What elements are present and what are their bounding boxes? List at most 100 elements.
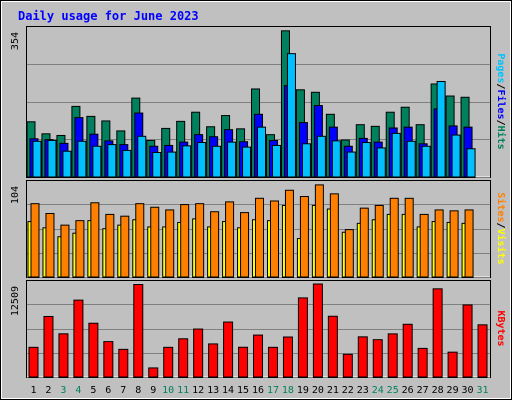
kbytes-bar bbox=[282, 336, 293, 378]
legend-3: KBytes bbox=[495, 310, 506, 346]
day-tick-label: 8 bbox=[135, 385, 141, 396]
y-max-label-2: 104 bbox=[10, 186, 21, 204]
day-tick-label: 11 bbox=[177, 385, 189, 396]
legend-2: Sites/Visits bbox=[495, 192, 507, 264]
sites-bar bbox=[434, 209, 444, 278]
pages-bar bbox=[286, 53, 296, 178]
sites-bar bbox=[359, 207, 369, 278]
sites-bar bbox=[389, 197, 399, 278]
kbytes-bar bbox=[118, 348, 129, 378]
sites-bar bbox=[344, 229, 354, 278]
kbytes-bar bbox=[402, 323, 413, 378]
kbytes-bar bbox=[267, 346, 278, 378]
sites-bar bbox=[240, 212, 250, 278]
sites-bar bbox=[419, 213, 429, 278]
day-tick-label: 17 bbox=[267, 385, 279, 396]
day-tick-label: 6 bbox=[105, 385, 111, 396]
sites-bar bbox=[60, 224, 70, 278]
kbytes-bar bbox=[133, 284, 144, 378]
kbytes-bar bbox=[238, 346, 249, 378]
kbytes-bar bbox=[43, 315, 54, 378]
sites-bar bbox=[225, 201, 235, 278]
pages-bar bbox=[152, 152, 162, 178]
kbytes-bar bbox=[462, 304, 473, 378]
day-tick-label: 9 bbox=[150, 385, 156, 396]
pages-bar bbox=[301, 143, 311, 178]
kbytes-bar bbox=[327, 315, 338, 378]
kbytes-bar bbox=[357, 336, 368, 378]
sites-bar bbox=[314, 184, 324, 278]
pages-bar bbox=[122, 149, 132, 178]
day-tick-label: 25 bbox=[387, 385, 399, 396]
kbytes-bar bbox=[148, 367, 159, 378]
day-tick-label: 20 bbox=[312, 385, 324, 396]
sites-bar bbox=[210, 211, 220, 278]
kbytes-bar bbox=[387, 333, 398, 378]
sites-bar bbox=[299, 196, 309, 278]
sites-bar bbox=[464, 209, 474, 278]
day-tick-label: 13 bbox=[207, 385, 219, 396]
kbytes-bar bbox=[342, 353, 353, 378]
kbytes-bar bbox=[163, 346, 174, 378]
legend-visits: Visits bbox=[495, 229, 507, 265]
day-tick-label: 15 bbox=[237, 385, 249, 396]
sites-bar bbox=[195, 203, 205, 278]
sites-bar bbox=[135, 203, 145, 278]
legend-files: Files bbox=[495, 89, 507, 119]
legend-hits: Hits bbox=[495, 126, 507, 150]
kbytes-bar bbox=[28, 346, 39, 378]
sites-bar bbox=[120, 215, 130, 278]
day-tick-label: 30 bbox=[462, 385, 474, 396]
pages-bar bbox=[421, 145, 431, 178]
kbytes-bar bbox=[223, 321, 234, 378]
kbytes-bar bbox=[417, 347, 428, 378]
pages-bar bbox=[451, 134, 461, 178]
sites-bar bbox=[284, 189, 294, 278]
pages-bar bbox=[32, 140, 42, 178]
chart-title: Daily usage for June 2023 bbox=[18, 9, 199, 23]
legend-sep: / bbox=[495, 222, 506, 228]
sites-bar bbox=[329, 193, 339, 278]
day-tick-label: 7 bbox=[120, 385, 126, 396]
kbytes-bar bbox=[73, 299, 84, 378]
pages-bar bbox=[62, 150, 72, 178]
day-tick-label: 21 bbox=[327, 385, 339, 396]
sites-bar bbox=[105, 213, 115, 278]
sites-bar bbox=[75, 220, 85, 278]
day-tick-label: 31 bbox=[476, 385, 488, 396]
legend-sep: / bbox=[495, 83, 506, 89]
kbytes-bar bbox=[312, 283, 323, 378]
kbytes-bar bbox=[253, 334, 264, 378]
pages-bar bbox=[406, 140, 416, 178]
day-tick-label: 23 bbox=[357, 385, 369, 396]
legend-1: Pages/Files/Hits bbox=[495, 53, 507, 149]
day-tick-label: 4 bbox=[75, 385, 81, 396]
kbytes-bar bbox=[178, 338, 189, 378]
day-tick-label: 16 bbox=[252, 385, 264, 396]
kbytes-bar bbox=[193, 328, 204, 378]
sites-bar bbox=[165, 209, 175, 278]
kbytes-bar bbox=[372, 339, 383, 378]
day-tick-label: 10 bbox=[162, 385, 174, 396]
sites-bar bbox=[150, 206, 160, 278]
day-tick-label: 1 bbox=[30, 385, 36, 396]
sites-bar bbox=[180, 204, 190, 278]
pages-bar bbox=[466, 148, 476, 178]
pages-bar bbox=[436, 80, 446, 178]
day-tick-label: 28 bbox=[432, 385, 444, 396]
pages-bar bbox=[242, 146, 252, 178]
sites-bar bbox=[404, 197, 414, 278]
legend-sites: Sites bbox=[495, 192, 507, 222]
kbytes-bar bbox=[447, 351, 458, 378]
sites-bar bbox=[449, 210, 459, 278]
day-tick-label: 14 bbox=[222, 385, 234, 396]
pages-bar bbox=[346, 151, 356, 178]
sites-bar bbox=[30, 203, 40, 278]
day-tick-label: 12 bbox=[192, 385, 204, 396]
day-tick-label: 3 bbox=[60, 385, 66, 396]
legend-sep: / bbox=[495, 120, 506, 126]
legend-kbytes: KBytes bbox=[495, 310, 506, 346]
day-tick-label: 22 bbox=[342, 385, 354, 396]
